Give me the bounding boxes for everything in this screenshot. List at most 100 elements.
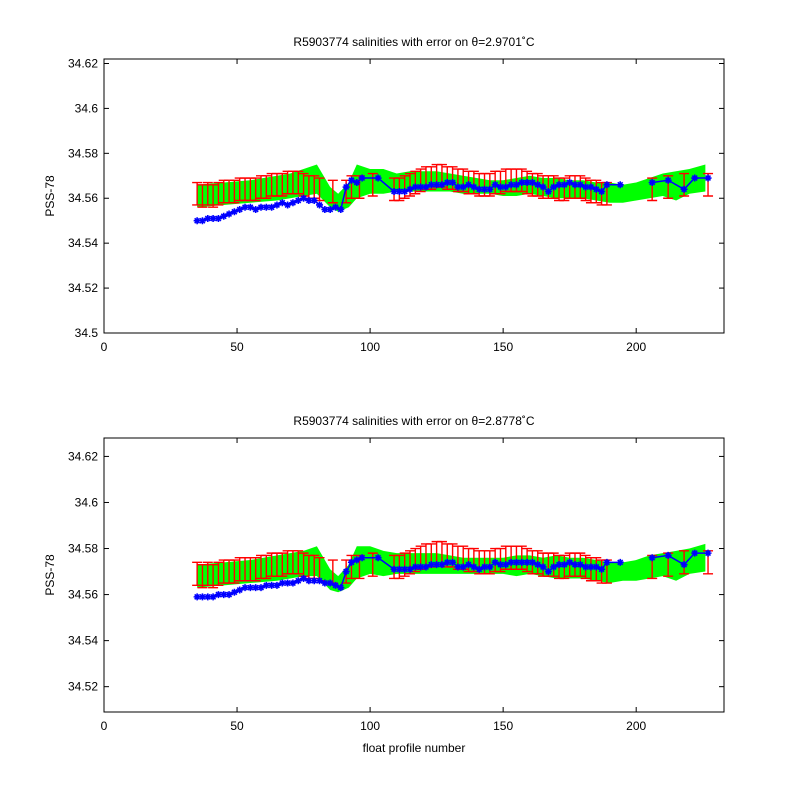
float-salinity-point	[241, 203, 249, 211]
float-salinity-point	[326, 579, 334, 587]
float-salinity-point	[512, 558, 520, 566]
float-salinity-point	[454, 563, 462, 571]
bottom-panel: 0 50 100 150 200 34.52 34.54 34.56 34.58 34.6 34.6…	[43, 414, 725, 755]
error-bar	[261, 175, 272, 199]
float-salinity-point	[544, 568, 552, 576]
y-tick-label: 34.6	[75, 495, 99, 509]
float-salinity-point	[300, 574, 308, 582]
float-salinity-point	[278, 579, 286, 587]
float-salinity-point	[316, 201, 324, 209]
float-salinity-point	[592, 185, 600, 193]
float-salinity-point	[598, 188, 606, 196]
float-salinity-point	[560, 181, 568, 189]
float-salinity-point	[534, 561, 542, 569]
x-tick-label: 100	[360, 719, 380, 733]
float-salinity-point	[220, 212, 228, 220]
float-salinity-point	[544, 188, 552, 196]
x-tick-label: 150	[493, 340, 513, 354]
float-salinity-point	[576, 561, 584, 569]
float-salinity-point	[518, 558, 526, 566]
float-salinity-point	[193, 593, 201, 601]
float-salinity-point	[481, 563, 489, 571]
float-salinity-point	[603, 558, 611, 566]
error-bar	[197, 563, 208, 589]
float-salinity-point	[252, 584, 260, 592]
float-salinity-point	[273, 201, 281, 209]
float-salinity-point	[582, 563, 590, 571]
error-bar	[208, 184, 219, 208]
y-tick-label: 34.58	[68, 146, 98, 160]
float-salinity-point	[411, 183, 419, 191]
x-tick-label: 0	[101, 340, 108, 354]
float-salinity-point	[422, 563, 430, 571]
float-salinity-point	[587, 183, 595, 191]
float-salinity-point	[582, 183, 590, 191]
float-salinity-point	[491, 181, 499, 189]
float-salinity-point	[417, 563, 425, 571]
float-salinity-series	[193, 174, 712, 225]
float-salinity-point	[507, 558, 515, 566]
float-salinity-point	[395, 188, 403, 196]
float-salinity-point	[353, 179, 361, 187]
float-salinity-point	[406, 185, 414, 193]
float-salinity-point	[691, 174, 699, 182]
float-salinity-point	[294, 577, 302, 585]
float-salinity-point	[680, 185, 688, 193]
error-bar	[277, 172, 288, 197]
error-bar	[202, 561, 213, 587]
float-salinity-point	[664, 551, 672, 559]
float-salinity-point	[374, 174, 382, 182]
float-salinity-point	[262, 203, 270, 211]
float-salinity-point	[427, 561, 435, 569]
float-salinity-point	[587, 563, 595, 571]
float-salinity-point	[528, 179, 536, 187]
float-salinity-point	[236, 586, 244, 594]
float-salinity-point	[603, 181, 611, 189]
x-tick-label: 200	[626, 719, 646, 733]
float-salinity-point	[225, 210, 233, 218]
float-salinity-point	[342, 568, 350, 576]
float-salinity-point	[502, 561, 510, 569]
float-salinity-point	[209, 593, 217, 601]
float-salinity-point	[316, 577, 324, 585]
float-salinity-point	[555, 561, 563, 569]
float-salinity-point	[704, 549, 712, 557]
float-salinity-point	[252, 205, 260, 213]
float-salinity-point	[523, 179, 531, 187]
error-bar	[293, 550, 304, 575]
error-bar	[293, 170, 304, 195]
float-salinity-point	[390, 565, 398, 573]
error-bar	[202, 181, 213, 206]
float-salinity-point	[262, 581, 270, 589]
y-tick-label: 34.58	[68, 542, 98, 556]
y-tick-label: 34.62	[68, 56, 98, 70]
float-salinity-point	[257, 584, 265, 592]
float-salinity-point	[225, 591, 233, 599]
float-salinity-point	[214, 214, 222, 222]
float-salinity-point	[475, 565, 483, 573]
float-salinity-point	[528, 558, 536, 566]
float-salinity-point	[214, 591, 222, 599]
error-bar	[327, 179, 338, 204]
float-salinity-point	[289, 199, 297, 207]
float-salinity-point	[230, 208, 238, 216]
float-salinity-point	[337, 205, 345, 213]
float-salinity-point	[347, 558, 355, 566]
y-tick-label: 34.52	[68, 680, 98, 694]
error-bar	[213, 561, 224, 587]
float-salinity-point	[337, 584, 345, 592]
float-salinity-point	[411, 563, 419, 571]
float-salinity-point	[321, 205, 329, 213]
error-bar	[261, 554, 272, 580]
float-salinity-point	[273, 581, 281, 589]
float-salinity-point	[198, 593, 206, 601]
float-salinity-point	[470, 183, 478, 191]
chart-title: R5903774 salinities with error on θ=2.97…	[293, 35, 534, 49]
float-salinity-point	[465, 181, 473, 189]
float-salinity-point	[395, 565, 403, 573]
float-salinity-point	[459, 563, 467, 571]
float-salinity-point	[648, 179, 656, 187]
float-salinity-point	[496, 561, 504, 569]
y-tick-label: 34.56	[68, 588, 98, 602]
float-salinity-point	[512, 181, 520, 189]
